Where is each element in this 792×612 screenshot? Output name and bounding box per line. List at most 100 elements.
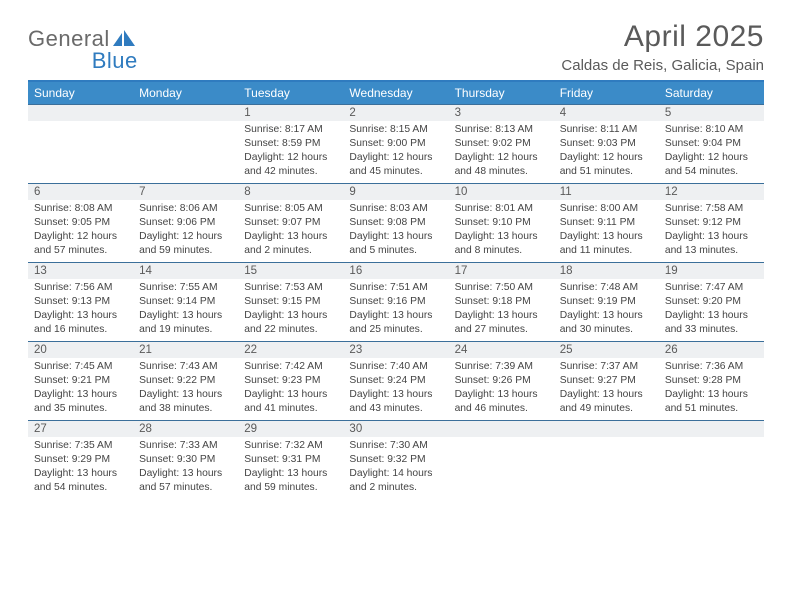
sunrise-text: Sunrise: 7:48 AM (560, 281, 653, 295)
day-number: 18 (554, 263, 659, 279)
day-number: 12 (659, 184, 764, 200)
day-cell: 4Sunrise: 8:11 AMSunset: 9:03 PMDaylight… (554, 105, 659, 183)
day-header-row: Sunday Monday Tuesday Wednesday Thursday… (28, 82, 764, 104)
sunset-text: Sunset: 9:31 PM (244, 453, 337, 467)
sunrise-text: Sunrise: 7:45 AM (34, 360, 127, 374)
day-cell: 23Sunrise: 7:40 AMSunset: 9:24 PMDayligh… (343, 342, 448, 420)
daylight-text: Daylight: 14 hours and 2 minutes. (349, 467, 442, 495)
day-content: Sunrise: 7:53 AMSunset: 9:15 PMDaylight:… (238, 279, 343, 341)
sunrise-text: Sunrise: 8:03 AM (349, 202, 442, 216)
day-cell: 3Sunrise: 8:13 AMSunset: 9:02 PMDaylight… (449, 105, 554, 183)
day-number: 7 (133, 184, 238, 200)
sunset-text: Sunset: 9:24 PM (349, 374, 442, 388)
day-cell: 19Sunrise: 7:47 AMSunset: 9:20 PMDayligh… (659, 263, 764, 341)
sunset-text: Sunset: 9:11 PM (560, 216, 653, 230)
day-content: Sunrise: 7:42 AMSunset: 9:23 PMDaylight:… (238, 358, 343, 420)
day-content: Sunrise: 8:17 AMSunset: 8:59 PMDaylight:… (238, 121, 343, 183)
day-cell: 15Sunrise: 7:53 AMSunset: 9:15 PMDayligh… (238, 263, 343, 341)
sunset-text: Sunset: 9:20 PM (665, 295, 758, 309)
day-content: Sunrise: 8:15 AMSunset: 9:00 PMDaylight:… (343, 121, 448, 183)
sunrise-text: Sunrise: 7:56 AM (34, 281, 127, 295)
daylight-text: Daylight: 13 hours and 35 minutes. (34, 388, 127, 416)
day-number: 14 (133, 263, 238, 279)
calendar-page: GeneralBlue April 2025 Caldas de Reis, G… (0, 0, 792, 509)
sunset-text: Sunset: 9:27 PM (560, 374, 653, 388)
day-header: Wednesday (343, 82, 448, 104)
page-subtitle: Caldas de Reis, Galicia, Spain (561, 57, 764, 74)
sunrise-text: Sunrise: 7:53 AM (244, 281, 337, 295)
sunrise-text: Sunrise: 8:08 AM (34, 202, 127, 216)
sunrise-text: Sunrise: 7:51 AM (349, 281, 442, 295)
day-cell: 26Sunrise: 7:36 AMSunset: 9:28 PMDayligh… (659, 342, 764, 420)
title-block: April 2025 Caldas de Reis, Galicia, Spai… (561, 20, 764, 74)
sunset-text: Sunset: 9:22 PM (139, 374, 232, 388)
sunrise-text: Sunrise: 8:13 AM (455, 123, 548, 137)
day-content: Sunrise: 7:30 AMSunset: 9:32 PMDaylight:… (343, 437, 448, 499)
sunset-text: Sunset: 9:14 PM (139, 295, 232, 309)
sunrise-text: Sunrise: 7:43 AM (139, 360, 232, 374)
day-cell: 11Sunrise: 8:00 AMSunset: 9:11 PMDayligh… (554, 184, 659, 262)
day-cell: 22Sunrise: 7:42 AMSunset: 9:23 PMDayligh… (238, 342, 343, 420)
sunrise-text: Sunrise: 8:05 AM (244, 202, 337, 216)
daylight-text: Daylight: 13 hours and 8 minutes. (455, 230, 548, 258)
week-row: 1Sunrise: 8:17 AMSunset: 8:59 PMDaylight… (28, 104, 764, 183)
daylight-text: Daylight: 13 hours and 5 minutes. (349, 230, 442, 258)
day-content: Sunrise: 7:50 AMSunset: 9:18 PMDaylight:… (449, 279, 554, 341)
page-title: April 2025 (561, 20, 764, 54)
daylight-text: Daylight: 13 hours and 49 minutes. (560, 388, 653, 416)
day-cell: 7Sunrise: 8:06 AMSunset: 9:06 PMDaylight… (133, 184, 238, 262)
sunset-text: Sunset: 9:29 PM (34, 453, 127, 467)
day-content: Sunrise: 8:11 AMSunset: 9:03 PMDaylight:… (554, 121, 659, 183)
sunset-text: Sunset: 9:28 PM (665, 374, 758, 388)
day-cell: 30Sunrise: 7:30 AMSunset: 9:32 PMDayligh… (343, 421, 448, 499)
logo: GeneralBlue (28, 20, 138, 74)
daylight-text: Daylight: 13 hours and 30 minutes. (560, 309, 653, 337)
sunset-text: Sunset: 9:02 PM (455, 137, 548, 151)
day-number: 1 (238, 105, 343, 121)
day-number: 26 (659, 342, 764, 358)
day-cell (449, 421, 554, 499)
day-cell: 14Sunrise: 7:55 AMSunset: 9:14 PMDayligh… (133, 263, 238, 341)
sunrise-text: Sunrise: 8:06 AM (139, 202, 232, 216)
day-number: 11 (554, 184, 659, 200)
sunrise-text: Sunrise: 7:32 AM (244, 439, 337, 453)
day-cell: 18Sunrise: 7:48 AMSunset: 9:19 PMDayligh… (554, 263, 659, 341)
daylight-text: Daylight: 13 hours and 11 minutes. (560, 230, 653, 258)
day-content: Sunrise: 7:58 AMSunset: 9:12 PMDaylight:… (659, 200, 764, 262)
day-number: 3 (449, 105, 554, 121)
day-content: Sunrise: 8:10 AMSunset: 9:04 PMDaylight:… (659, 121, 764, 183)
sunset-text: Sunset: 9:19 PM (560, 295, 653, 309)
daylight-text: Daylight: 13 hours and 33 minutes. (665, 309, 758, 337)
day-number: 23 (343, 342, 448, 358)
day-cell: 27Sunrise: 7:35 AMSunset: 9:29 PMDayligh… (28, 421, 133, 499)
day-header: Friday (554, 82, 659, 104)
sunrise-text: Sunrise: 7:47 AM (665, 281, 758, 295)
day-content: Sunrise: 7:56 AMSunset: 9:13 PMDaylight:… (28, 279, 133, 341)
day-content: Sunrise: 7:48 AMSunset: 9:19 PMDaylight:… (554, 279, 659, 341)
day-cell: 5Sunrise: 8:10 AMSunset: 9:04 PMDaylight… (659, 105, 764, 183)
sunrise-text: Sunrise: 7:42 AM (244, 360, 337, 374)
day-cell: 8Sunrise: 8:05 AMSunset: 9:07 PMDaylight… (238, 184, 343, 262)
day-number (659, 421, 764, 437)
daylight-text: Daylight: 13 hours and 16 minutes. (34, 309, 127, 337)
daylight-text: Daylight: 13 hours and 2 minutes. (244, 230, 337, 258)
day-content: Sunrise: 8:13 AMSunset: 9:02 PMDaylight:… (449, 121, 554, 183)
day-number: 30 (343, 421, 448, 437)
daylight-text: Daylight: 13 hours and 19 minutes. (139, 309, 232, 337)
sunset-text: Sunset: 9:12 PM (665, 216, 758, 230)
calendar: Sunday Monday Tuesday Wednesday Thursday… (28, 80, 764, 499)
sunset-text: Sunset: 8:59 PM (244, 137, 337, 151)
day-number: 17 (449, 263, 554, 279)
daylight-text: Daylight: 13 hours and 51 minutes. (665, 388, 758, 416)
sunset-text: Sunset: 9:05 PM (34, 216, 127, 230)
sunrise-text: Sunrise: 7:58 AM (665, 202, 758, 216)
sunset-text: Sunset: 9:13 PM (34, 295, 127, 309)
daylight-text: Daylight: 12 hours and 57 minutes. (34, 230, 127, 258)
day-content: Sunrise: 7:33 AMSunset: 9:30 PMDaylight:… (133, 437, 238, 499)
day-number: 13 (28, 263, 133, 279)
sunset-text: Sunset: 9:26 PM (455, 374, 548, 388)
day-cell: 16Sunrise: 7:51 AMSunset: 9:16 PMDayligh… (343, 263, 448, 341)
day-content: Sunrise: 7:51 AMSunset: 9:16 PMDaylight:… (343, 279, 448, 341)
day-content: Sunrise: 7:47 AMSunset: 9:20 PMDaylight:… (659, 279, 764, 341)
week-row: 6Sunrise: 8:08 AMSunset: 9:05 PMDaylight… (28, 183, 764, 262)
